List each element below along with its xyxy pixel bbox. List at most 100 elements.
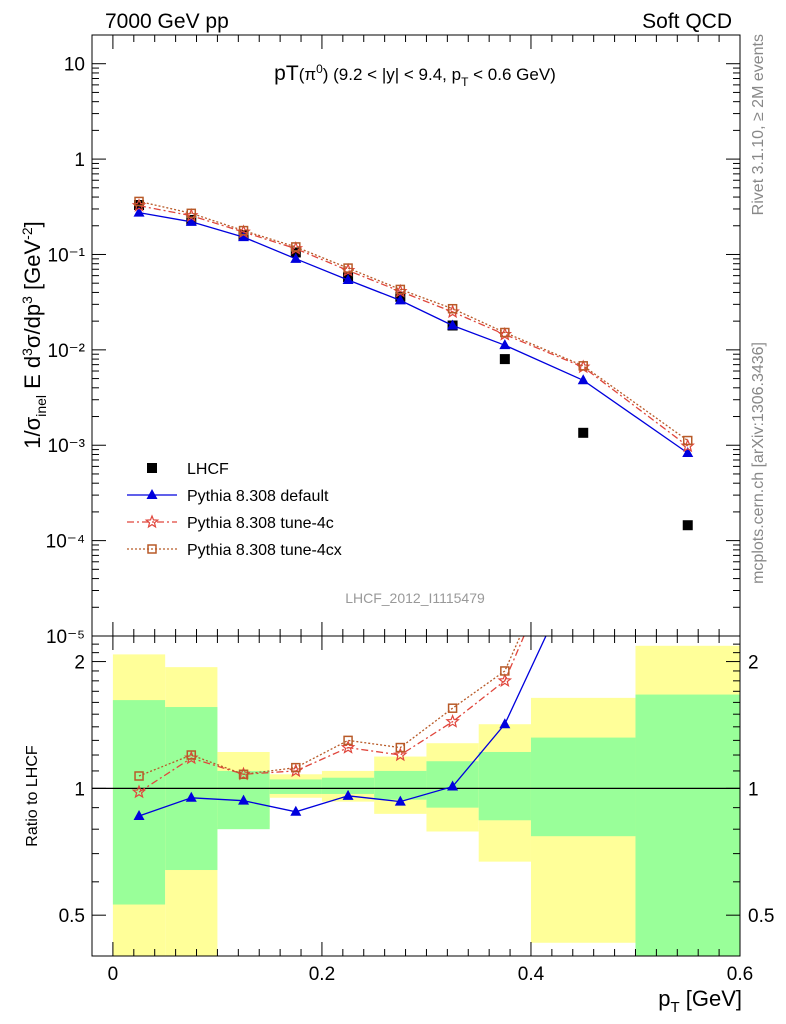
ratio-point-pythia-8-308-tune-4c [131,784,147,799]
point-lhcf [499,354,510,365]
ratio-y-ticks: 2 2 1 1 0.5 0.5 [59,643,774,927]
point-pythia-8-308-tune-4cx [134,196,144,207]
header-category-label: Soft QCD [642,10,732,33]
point-pythia-8-308-tune-4cx [238,225,249,236]
ratio-y-tick-label-right: 1 [748,779,759,800]
point-pythia-8-308-tune-4cx [500,327,510,338]
point-lhcf [290,247,301,258]
ratio-point-pythia-8-308-tune-4cx [684,411,692,419]
ratio-line-pythia-8-308-tune-4cx [138,636,522,777]
legend-marker [144,514,160,529]
uncertainty-band-inner [321,777,375,794]
ratio-y-axis-title: Ratio to LHCF [24,745,41,847]
ratio-point-pythia-8-308-default [290,805,302,816]
point-pythia-8-308-default [185,215,197,226]
point-pythia-8-308-tune-4cx [578,361,588,371]
x-tick-label: 0 [108,964,119,985]
watermark-label: LHCF_2012_I1115479 [345,590,485,606]
ratio-point-pythia-8-308-default [185,791,197,802]
legend-label: LHCF [187,461,229,478]
legend-label: Pythia 8.308 default [187,488,329,505]
uncertainty-band-inner [530,737,636,837]
ratio-panel: 2 2 1 1 0.5 0.5 0 0.2 0.4 0.6 Ratio to LHCF pT [… [24,411,774,1016]
legend-marker [146,489,158,499]
ratio-point-pythia-8-308-default [394,795,406,806]
point-pythia-8-308-tune-4cx [395,284,406,295]
point-lhcf [682,520,693,531]
series-line-pythia-8-308-tune-4cx [138,200,689,442]
ratio-point-pythia-8-308-default [238,794,250,805]
ratio-line-pythia-8-308-default [138,636,547,817]
ratio-marks [131,411,693,820]
x-tick-label: 0.6 [727,964,753,985]
x-tick-label: 0.4 [518,964,545,985]
ratio-point-pythia-8-308-tune-4cx [343,735,353,746]
plot-title: pT(π0) (9.2 < |y| < 9.4, pT < 0.6 GeV) [274,62,556,89]
legend-marker [147,463,157,473]
main-x-ticks [112,35,741,636]
point-pythia-8-308-default [394,294,406,305]
ratio-point-pythia-8-308-tune-4c [445,714,460,728]
svg-text:1/σinel E d3σ/dp3 [GeV-2]: 1/σinel E d3σ/dp3 [GeV-2] [19,221,49,448]
ratio-point-pythia-8-308-tune-4c [393,747,408,762]
point-pythia-8-308-default [682,446,694,457]
uncertainty-band-inner [269,779,322,794]
legend-marker [147,544,157,554]
series-line-pythia-8-308-tune-4c [138,205,689,447]
point-pythia-8-308-tune-4cx [447,303,458,314]
point-pythia-8-308-default [238,231,250,242]
y-tick-label: 10⁻⁵ [46,627,85,648]
ratio-point-pythia-8-308-default [499,718,511,729]
ratio-y-tick-label: 0.5 [59,906,85,927]
ratio-frame [91,635,741,957]
point-pythia-8-308-default [290,252,302,263]
rivet-version-label: Rivet 3.1.10, ≥ 2M events [750,34,767,215]
ratio-point-pythia-8-308-tune-4c [340,740,356,754]
ratio-point-pythia-8-308-tune-4cx [447,703,458,713]
ratio-point-pythia-8-308-default [133,809,145,820]
y-tick-label: 10 [64,55,85,76]
ratio-y-tick-label-right: 0.5 [748,906,774,927]
ratio-point-pythia-8-308-tune-4cx [134,771,144,781]
y-axis-title: 1/σinel E d3σ/dp3 [GeV-2] [19,221,49,448]
legend-label: Pythia 8.308 tune-4c [187,515,334,532]
ratio-point-pythia-8-308-tune-4cx [291,762,301,773]
point-pythia-8-308-default [447,319,459,330]
point-pythia-8-308-default [342,273,354,284]
ratio-point-pythia-8-308-tune-4cx [186,750,197,760]
ratio-y-tick-label: 2 [74,653,85,674]
point-pythia-8-308-tune-4cx [343,263,353,273]
uncertainty-band-inner [112,700,166,905]
ratio-point-pythia-8-308-default [447,780,459,791]
legend-label: Pythia 8.308 tune-4cx [187,542,342,559]
ratio-y-tick-label: 1 [74,779,85,800]
uncertainty-band-inner [478,751,531,821]
point-pythia-8-308-tune-4cx [291,242,301,252]
main-y-ticks: 10 1 10⁻¹ 10⁻² 10⁻³ 10⁻⁴ 10⁻⁵ [46,34,740,648]
point-pythia-8-308-default [133,206,145,217]
point-pythia-8-308-tune-4cx [186,208,197,219]
y-tick-label: 10⁻¹ [48,245,86,266]
series-line-pythia-8-308-default [138,211,689,454]
ratio-point-pythia-8-308-tune-4cx [579,490,587,498]
ratio-point-pythia-8-308-tune-4cx [500,666,510,676]
ratio-point-pythia-8-308-tune-4cx [395,742,406,753]
ratio-point-pythia-8-308-tune-4c [497,673,513,688]
header-energy-label: 7000 GeV pp [105,10,229,33]
ratio-point-pythia-8-308-default [342,789,354,800]
x-tick-label: 0.2 [309,964,335,985]
y-tick-label: 10⁻⁴ [46,532,85,553]
uncertainty-band-inner [635,694,740,956]
uncertainty-band-inner [374,770,427,800]
ratio-point-pythia-8-308-tune-4cx [238,769,249,780]
ratio-point-pythia-8-308-tune-4c [578,492,589,503]
ratio-point-pythia-8-308-default [682,464,693,474]
point-pythia-8-308-tune-4cx [682,435,693,446]
legend: LHCF Pythia 8.308 default Pythia 8.308 tun… [127,461,342,559]
y-tick-label: 1 [74,150,85,171]
ratio-y-tick-label-right: 2 [748,653,759,674]
main-marks [131,196,695,531]
point-pythia-8-308-default [499,339,511,350]
point-pythia-8-308-default [577,374,589,385]
